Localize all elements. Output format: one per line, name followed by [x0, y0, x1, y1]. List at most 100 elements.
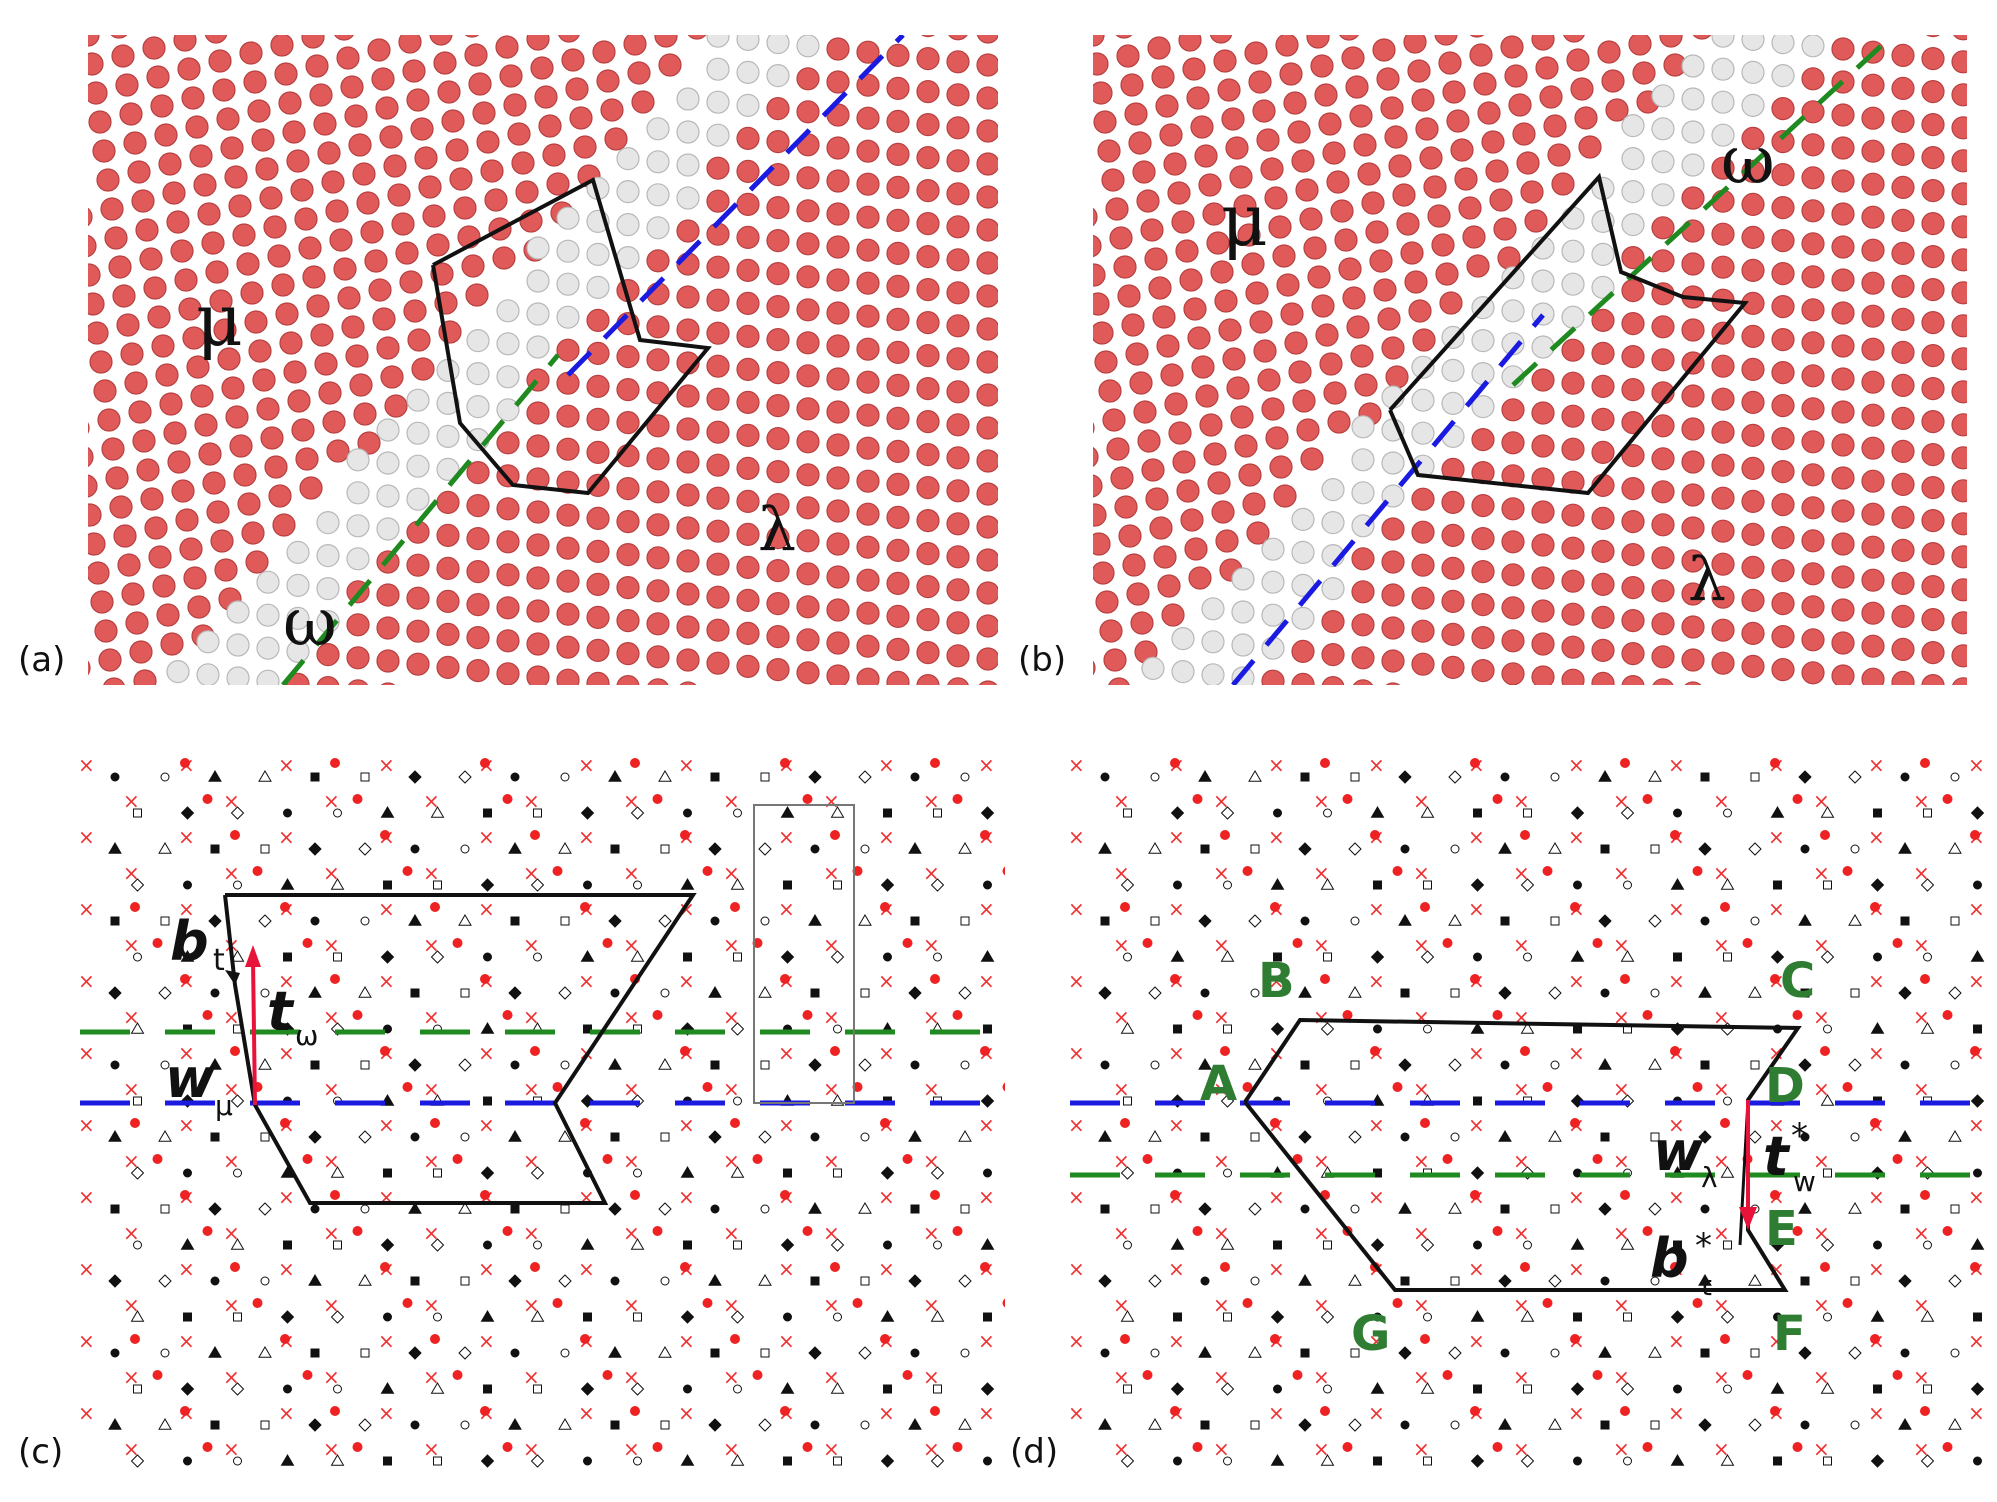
atom-mu — [217, 347, 241, 371]
lattice-site — [580, 1238, 595, 1250]
atom-lambda — [1831, 565, 1855, 589]
atom-mu — [1419, 146, 1443, 170]
atom-mu — [596, 69, 620, 93]
lattice-site — [1750, 772, 1760, 782]
atom-lambda — [1921, 476, 1945, 500]
lattice-site — [1420, 806, 1435, 818]
lattice-site-cross: × — [1213, 861, 1230, 885]
atom-lambda — [766, 526, 790, 550]
atom-mu — [1439, 291, 1463, 315]
lattice-site-red — [880, 1118, 890, 1128]
atom-mu — [1095, 590, 1119, 614]
atom-lambda — [886, 274, 910, 298]
lattice-site-red — [430, 1118, 440, 1128]
lattice-site-red — [802, 1442, 813, 1452]
b-t-arrowhead — [225, 970, 240, 985]
lattice-site — [660, 1132, 670, 1142]
atom-mu — [166, 210, 190, 234]
atom-mu — [1253, 339, 1277, 363]
atom-mu — [1137, 429, 1161, 453]
atom-mu — [147, 305, 171, 329]
svg-text:*: * — [1791, 1116, 1808, 1156]
lattice-site-cross: × — [223, 789, 240, 813]
lattice-site — [1923, 1240, 1932, 1250]
atom-lambda — [1801, 331, 1825, 355]
atom-mu — [163, 421, 187, 445]
lattice-site — [1373, 1312, 1382, 1322]
lattice-site — [1970, 950, 1985, 962]
atom-lambda — [1891, 538, 1915, 563]
atom-omega — [226, 600, 250, 624]
atom-mu — [395, 241, 419, 265]
atom-omega — [466, 395, 490, 419]
lattice-site-cross: × — [623, 933, 640, 957]
lattice-site-red — [1292, 938, 1303, 948]
atom-lambda — [1531, 500, 1555, 524]
lattice-site — [1973, 880, 1982, 890]
lattice-site — [1620, 1238, 1635, 1250]
atom-omega — [1651, 183, 1675, 207]
lattice-site-red — [280, 1334, 290, 1344]
lattice-site-cross: × — [1968, 1401, 1985, 1425]
lattice-site — [930, 1166, 945, 1180]
lattice-site — [1520, 1454, 1535, 1468]
atom-omega — [316, 543, 340, 568]
atom-lambda — [916, 574, 940, 599]
lattice-site-cross: × — [1268, 825, 1285, 849]
atom-mu — [88, 532, 106, 556]
lattice-site-cross: × — [778, 825, 795, 849]
atom-mu — [1520, 180, 1544, 204]
atom-lambda — [526, 434, 550, 458]
atom-lambda — [1591, 605, 1615, 630]
atom-lambda — [676, 417, 700, 441]
atom-lambda — [946, 512, 970, 536]
lattice-site-red — [452, 938, 463, 948]
lattice-site — [383, 1312, 392, 1322]
lattice-site — [280, 1454, 295, 1466]
atom-lambda — [496, 563, 520, 587]
atom-lambda — [886, 43, 910, 67]
lattice-site — [483, 808, 492, 818]
atom-mu — [322, 410, 346, 434]
atom-omega — [1231, 600, 1255, 624]
atom-lambda — [676, 318, 700, 342]
lattice-site-cross: × — [523, 1221, 540, 1245]
atom-lambda — [1831, 202, 1855, 226]
lattice-site — [408, 1058, 422, 1072]
atom-omega — [226, 633, 250, 657]
lattice-site — [330, 1310, 345, 1324]
atom-mu — [1692, 35, 1712, 40]
lattice-site-red — [230, 1046, 240, 1056]
lattice-site — [383, 1168, 392, 1178]
atom-lambda — [946, 479, 970, 503]
lattice-site — [1970, 1238, 1985, 1250]
lattice-site-cross: × — [623, 861, 640, 885]
atom-mu — [241, 521, 265, 545]
lattice-site-cross: × — [823, 1221, 840, 1245]
atom-mu — [333, 257, 357, 281]
atom-lambda — [646, 645, 670, 669]
lattice-site-cross: × — [378, 1185, 395, 1209]
lattice-site — [1323, 952, 1332, 962]
lattice-site — [880, 1166, 895, 1180]
lattice-site — [760, 1060, 770, 1070]
atom-omega — [1471, 329, 1495, 353]
atom-lambda — [1651, 216, 1675, 240]
atom-omega — [586, 275, 610, 299]
atom-lambda — [736, 126, 760, 151]
lattice-site — [1750, 1348, 1760, 1358]
lattice-site-cross: × — [923, 933, 940, 957]
atom-omega — [1561, 305, 1585, 329]
lattice-site-cross: × — [1413, 933, 1430, 957]
atom-lambda — [1651, 447, 1675, 471]
atom-mu — [429, 35, 453, 46]
lattice-site-cross: × — [123, 1293, 140, 1317]
lattice-site-cross: × — [323, 1077, 340, 1101]
lattice-site-cross: × — [1713, 1005, 1730, 1029]
lattice-site — [1973, 1456, 1982, 1466]
lattice-site — [308, 1274, 322, 1286]
lattice-site-cross: × — [423, 1221, 440, 1245]
atom-lambda — [916, 640, 940, 665]
atom-mu — [1357, 162, 1381, 186]
atom-lambda — [1741, 192, 1765, 216]
